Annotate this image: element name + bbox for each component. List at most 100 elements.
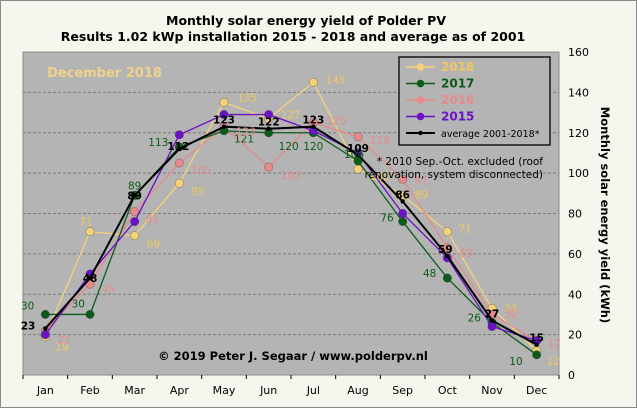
legend-marker-0 [416,63,425,71]
chart-subtitle: Results 1.02 kWp installation 2015 - 201… [61,29,526,44]
label-average-jun: 122 [258,117,280,129]
series-2017-line [45,130,538,356]
series-average-point-aug [355,152,361,158]
label-2017-nov: 26 [468,313,482,325]
label-2017-oct: 48 [423,268,436,280]
series-2015-point-may [219,110,229,119]
label-2018-jul: 145 [325,74,345,86]
series-average-point-jan [43,326,48,331]
x-tick-label-aug: Aug [347,384,368,397]
series-layer [40,77,542,360]
series-2015-point-mar [130,217,140,226]
series-2015-line [44,113,537,342]
label-2018-apr: 95 [191,186,204,198]
series-2018-point-oct [442,227,452,237]
series-average-point-may [221,124,227,129]
label-2017-mar: 89 [128,180,141,192]
legend: 2018 2017 2016 2015 average 2001-2018* [398,56,551,146]
series-2015-point-sep [398,209,408,218]
series-2016-point-oct [442,243,452,253]
legend-marker-2 [416,96,425,104]
series-2018-point-feb [85,227,95,237]
label-2017-may: 121 [234,134,254,146]
series-average-line [44,125,538,346]
series-2017-point-jan [40,310,50,319]
y-tick-label-120: 120 [568,127,589,140]
x-tick-label-feb: Feb [80,384,99,397]
label-average-may: 123 [213,115,235,127]
series-2017-point-dec [532,350,542,360]
legend-marker-1 [416,79,425,88]
x-tick-label-oct: Oct [438,384,458,397]
series-2018-point-may [219,98,229,107]
label-2017-feb: 30 [72,298,85,310]
series-average-point-jun [266,126,271,131]
label-2017-aug: 106 [344,149,364,161]
label-average-apr: 112 [167,141,189,153]
x-tick-label-mar: Mar [124,384,145,397]
y-axis-ticks: 0 20 40 60 80 100 120 140 160 [568,46,589,382]
label-2018-sep: 89 [415,189,428,201]
series-average-point-dec [534,342,539,347]
series-average-point-oct [445,253,450,259]
label-2016-may: 123 [236,127,256,139]
label-2017-jul: 120 [303,141,323,153]
series-average-point-jul [311,124,316,129]
series-2015-point-jun [264,110,274,119]
copyright: © 2019 Peter J. Segaar / www.polderpv.nl [158,349,428,363]
x-tick-label-sep: Sep [392,384,413,397]
y-tick-label-160: 160 [568,46,589,59]
y-axis-label: Monthly solar energy yield (kWh) [598,107,612,323]
y-tick-label-60: 60 [568,248,582,261]
series-average-point-feb [87,275,93,281]
label-2016-feb: 45 [102,284,115,296]
label-average-jan: 23 [21,321,36,333]
x-tick-label-jan: Jan [36,384,54,397]
label-2017-dec: 10 [509,356,522,368]
legend-marker-3 [416,112,425,121]
series-2018-point-mar [130,231,140,241]
series-2017-point-sep [398,217,408,226]
x-tick-label-nov: Nov [481,384,503,397]
x-tick-label-dec: Dec [526,384,547,397]
legend-label-4: average 2001-2018* [441,129,540,140]
label-2018-mar: 69 [147,239,160,251]
label-average-feb: 48 [83,273,98,285]
y-tick-label-0: 0 [568,369,575,382]
legend-box [398,56,551,146]
series-2018-line [44,81,538,352]
chart-title: Monthly solar energy yield of Polder PV [166,13,446,28]
series-2017-point-oct [442,273,452,283]
series-2016-line [44,121,537,342]
label-2016-mar: 81 [146,213,159,225]
label-average-dec: 15 [529,333,544,345]
label-2018-jun: 127 [281,110,301,122]
label-2016-dec: 17 [548,339,561,351]
legend-label-2: 2016 [441,93,474,107]
series-2018-point-apr [174,178,184,188]
label-2018-dec: 12 [547,356,560,368]
y-tick-label-20: 20 [568,329,582,342]
data-labels: 30 30 89 113 121 120 120 106 76 48 26 10 19 71 69 95 135… [21,74,561,368]
label-2018-jan: 19 [55,342,68,354]
y-tick-label-80: 80 [568,208,582,221]
label-average-jul: 123 [302,115,324,127]
series-2016-point-jun [264,162,274,172]
series-average-point-sep [400,199,405,204]
label-2018-aug: 102 [370,171,390,183]
label-2016-jun: 103 [281,170,301,182]
x-tick-label-apr: Apr [170,384,190,397]
label-2016-nov: 30 [504,308,517,320]
month-tag: December 2018 [47,66,162,81]
label-2017-jun: 120 [279,141,299,153]
label-average-sep: 86 [395,189,410,201]
series-2018-point-aug [353,164,363,174]
y-tick-label-100: 100 [568,167,589,180]
series-average-point-nov [489,318,495,323]
series-2016-point-apr [174,158,184,168]
label-average-oct: 59 [438,244,453,256]
x-tick-label-jul: Jul [306,384,320,397]
series-2016-point-aug [353,132,363,142]
note-line-2: renovation, system disconnected) [365,169,544,181]
